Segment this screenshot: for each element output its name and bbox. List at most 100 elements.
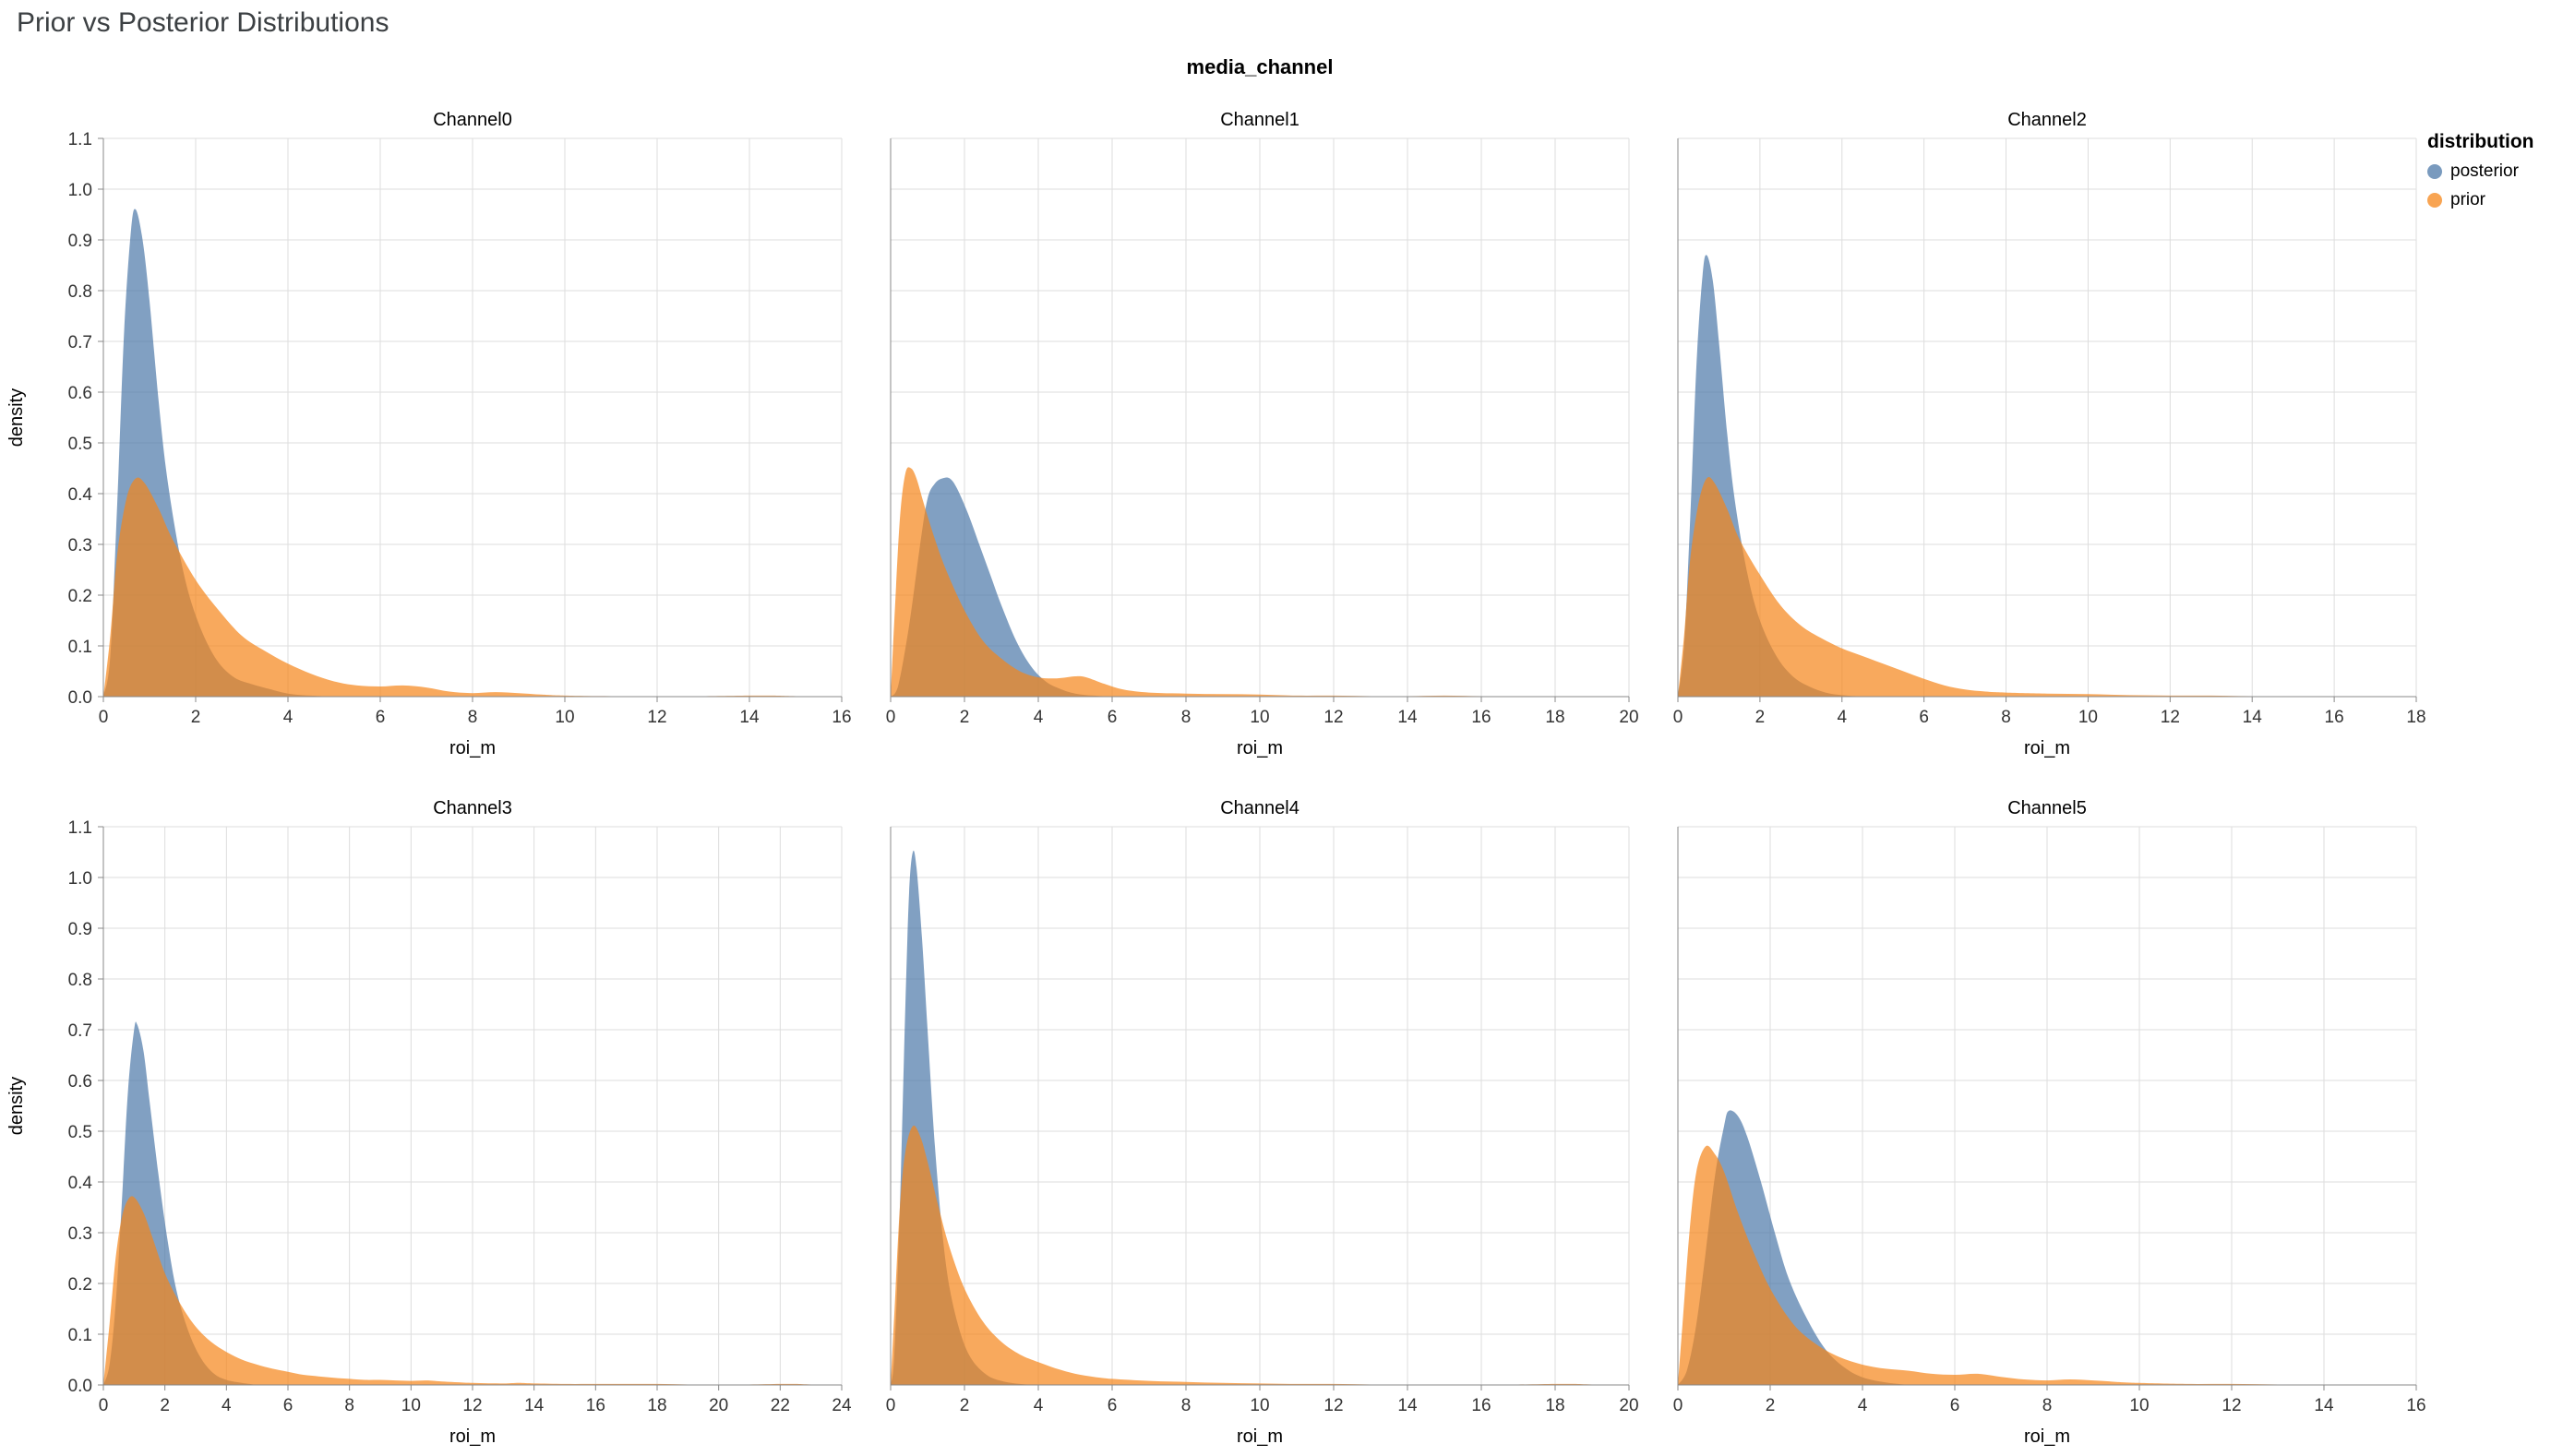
y-axis-title: density	[6, 388, 27, 447]
y-tick-label: 0.5	[68, 1123, 92, 1142]
density-areas	[891, 850, 1629, 1385]
gridlines	[102, 826, 843, 1386]
x-tick-label: 16	[2406, 1396, 2425, 1415]
y-tick-label: 0.7	[68, 1021, 92, 1041]
chart-title: Channel1	[1220, 110, 1299, 130]
x-tick-label: 18	[647, 1396, 666, 1415]
x-tick-label: 18	[1545, 1396, 1564, 1415]
density-area-prior	[1678, 477, 2416, 697]
y-tick-label: 0.1	[68, 1326, 92, 1345]
x-tick-label: 8	[1181, 708, 1192, 727]
x-tick-label: 0	[99, 1396, 109, 1415]
facet-chart-channel4: Channel4 0 2 4 6 8 10 12 14 16 18 20 roi_m	[886, 798, 1639, 1447]
x-axis: 0 2 4 6 8 10 12 14 16 18 20 roi_m	[886, 697, 1639, 758]
y-tick-label: 0.2	[68, 587, 92, 606]
x-tick-label: 10	[2129, 1396, 2149, 1415]
x-tick-label: 14	[739, 708, 760, 727]
y-tick-label: 0.8	[68, 282, 92, 302]
density-area-prior	[103, 1196, 842, 1385]
facet-chart-channel5: Channel5 0 2 4 6 8 10 12 14 16 roi_m	[1673, 798, 2426, 1447]
chart-title: Channel4	[1220, 798, 1299, 818]
x-tick-label: 12	[1323, 708, 1343, 727]
x-tick-label: 0	[886, 1396, 896, 1415]
x-tick-label: 0	[1673, 708, 1683, 727]
x-axis-title: roi_m	[1237, 738, 1283, 758]
x-tick-label: 10	[555, 708, 574, 727]
y-axis: 0.0 0.1 0.2 0.3 0.4 0.5 0.6 0.7 0.8 0.9 1.0 1.1 dens…	[6, 818, 103, 1396]
x-tick-label: 14	[524, 1396, 545, 1415]
legend-label-posterior: posterior	[2450, 161, 2519, 181]
y-tick-label: 0.5	[68, 435, 92, 454]
x-tick-label: 6	[1108, 1396, 1118, 1415]
x-tick-label: 2	[1755, 708, 1766, 727]
x-tick-label: 2	[960, 1396, 970, 1415]
x-tick-label: 4	[1034, 1396, 1044, 1415]
density-area-prior	[891, 1125, 1629, 1385]
x-tick-label: 0	[1673, 1396, 1683, 1415]
x-tick-label: 14	[1397, 708, 1418, 727]
density-area-prior	[103, 477, 842, 697]
y-tick-label: 0.6	[68, 384, 92, 403]
facet-chart-channel1: Channel1 0 2 4 6 8 10 12 14 16 18 20 roi_m	[886, 110, 1639, 758]
x-axis-title: roi_m	[2024, 738, 2070, 758]
y-tick-label: 0.4	[68, 485, 93, 505]
x-tick-label: 14	[2314, 1396, 2334, 1415]
x-tick-label: 6	[376, 708, 386, 727]
x-tick-label: 4	[1858, 1396, 1868, 1415]
y-tick-label: 0.8	[68, 971, 92, 990]
density-area-prior	[1678, 1145, 2416, 1385]
x-tick-label: 10	[1250, 708, 1269, 727]
legend: distribution posterior prior	[2427, 131, 2551, 210]
density-areas	[103, 209, 842, 697]
x-tick-label: 6	[283, 1396, 293, 1415]
chart-title: Channel2	[2007, 110, 2087, 130]
density-areas	[1678, 255, 2416, 697]
density-area-prior	[891, 467, 1629, 697]
y-tick-label: 0.4	[68, 1174, 93, 1193]
x-tick-label: 2	[160, 1396, 170, 1415]
y-tick-label: 0.3	[68, 536, 92, 555]
x-tick-label: 0	[99, 708, 109, 727]
x-tick-label: 4	[1034, 708, 1044, 727]
legend-items: posterior prior	[2427, 161, 2551, 210]
x-tick-label: 10	[401, 1396, 421, 1415]
x-tick-label: 16	[1471, 1396, 1491, 1415]
x-axis: 0 2 4 6 8 10 12 14 16 18 roi_m	[1673, 697, 2426, 758]
facet-title: media_channel	[1186, 55, 1334, 78]
x-tick-label: 4	[283, 708, 293, 727]
x-tick-label: 4	[1837, 708, 1847, 727]
x-tick-label: 12	[2161, 708, 2180, 727]
y-tick-label: 0.2	[68, 1275, 92, 1295]
x-tick-label: 8	[2001, 708, 2011, 727]
x-tick-label: 0	[886, 708, 896, 727]
y-tick-label: 0.3	[68, 1224, 92, 1244]
gridlines	[1677, 137, 2417, 698]
x-axis: 0 2 4 6 8 10 12 14 16 18 20 roi_m	[886, 1385, 1639, 1447]
x-tick-label: 20	[709, 1396, 728, 1415]
page-title: Prior vs Posterior Distributions	[17, 7, 389, 38]
x-tick-label: 8	[1181, 1396, 1192, 1415]
x-tick-label: 10	[1250, 1396, 1269, 1415]
legend-title: distribution	[2427, 131, 2534, 152]
x-tick-label: 6	[1950, 1396, 1960, 1415]
x-tick-label: 18	[1545, 708, 1564, 727]
y-axis: 0.0 0.1 0.2 0.3 0.4 0.5 0.6 0.7 0.8 0.9 1.0 1.1 dens…	[6, 130, 103, 708]
x-tick-label: 12	[2222, 1396, 2241, 1415]
x-tick-label: 14	[1397, 1396, 1418, 1415]
legend-swatch-prior	[2427, 193, 2442, 208]
y-tick-label: 0.9	[68, 920, 92, 939]
legend-item-posterior[interactable]: posterior	[2427, 161, 2551, 182]
y-tick-label: 0.9	[68, 232, 92, 251]
chart-title: Channel0	[433, 110, 512, 130]
chart-title: Channel3	[433, 798, 512, 818]
gridlines	[890, 826, 1630, 1386]
x-tick-label: 16	[832, 708, 851, 727]
facet-chart-channel2: Channel2 0 2 4 6 8 10 12 14 16 18 roi_m	[1673, 110, 2426, 758]
y-tick-label: 0.0	[68, 1377, 92, 1396]
x-tick-label: 14	[2243, 708, 2263, 727]
legend-item-prior[interactable]: prior	[2427, 190, 2551, 210]
y-tick-label: 0.6	[68, 1072, 92, 1092]
x-tick-label: 12	[462, 1396, 482, 1415]
